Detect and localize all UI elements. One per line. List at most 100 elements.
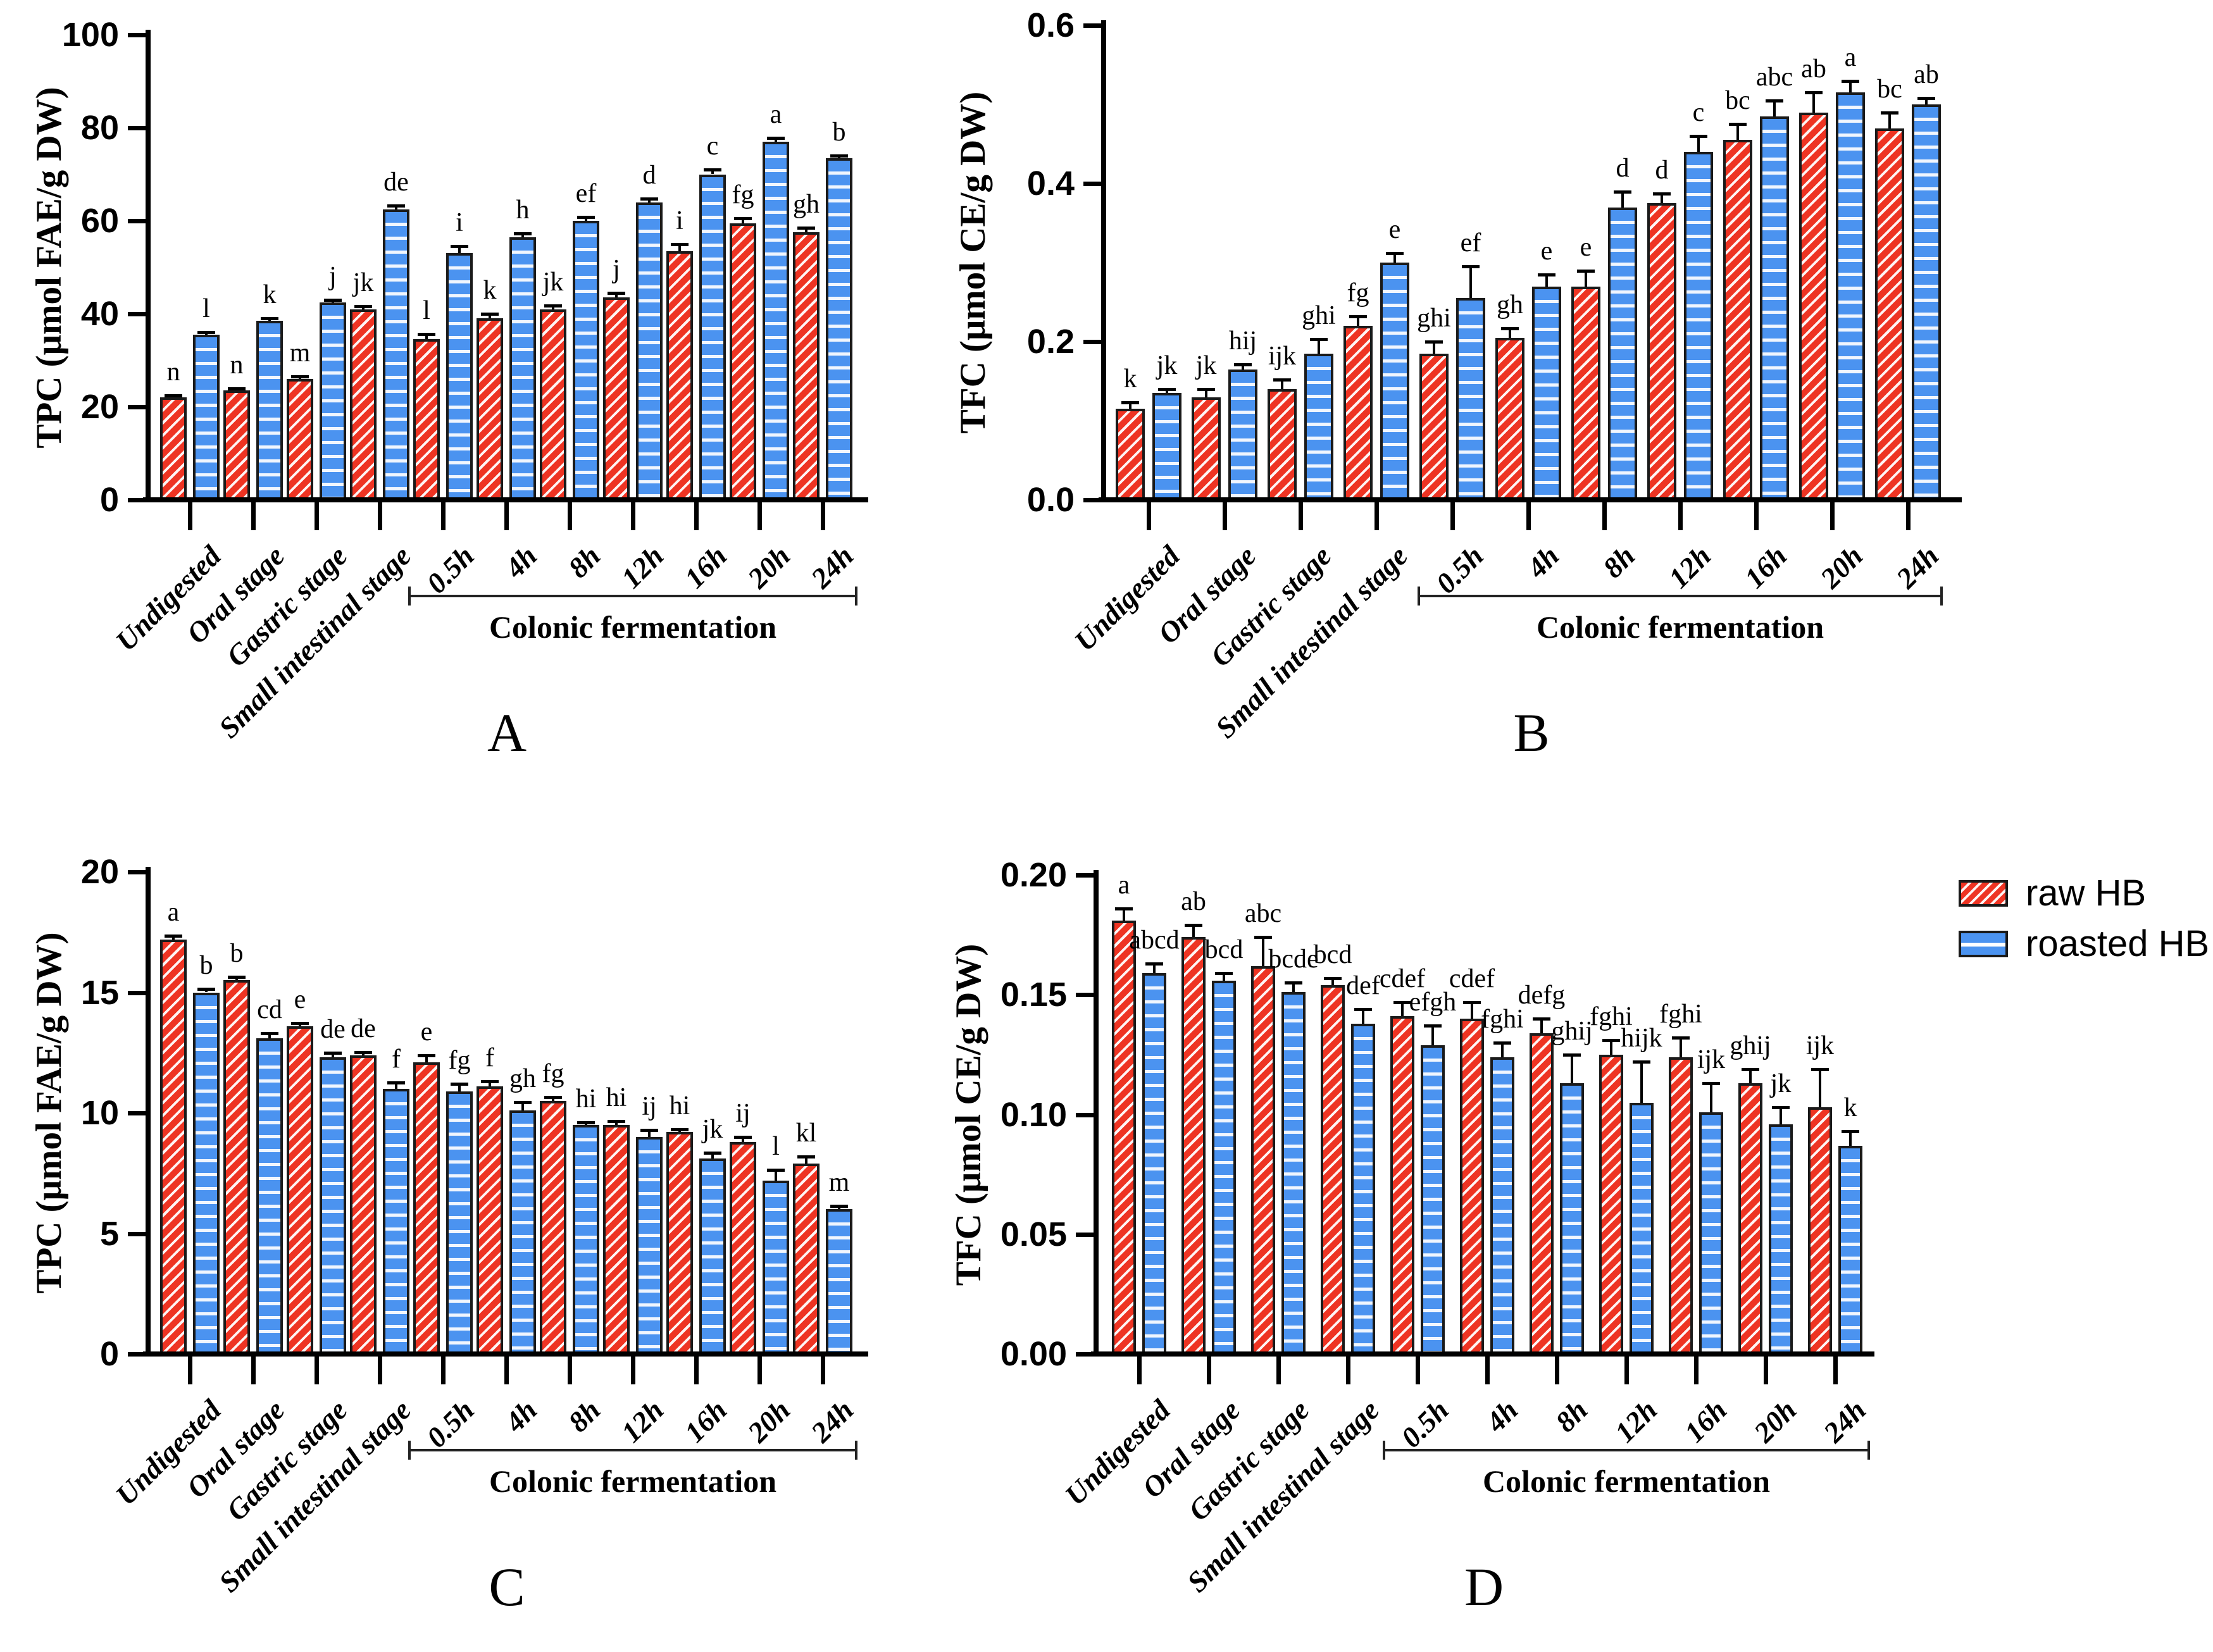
error-bar-cap [1881,111,1898,115]
bar-roasted-gastric-stage [320,1057,346,1354]
error-bar [1545,274,1548,287]
y-tick-mark [1076,873,1094,878]
error-bar-cap [734,1136,752,1140]
error-bar [1469,266,1472,299]
significance-letter: d [1616,153,1630,183]
error-bar [1362,1009,1364,1024]
y-tick-mark [128,1352,146,1357]
error-bar-cap [640,197,658,201]
x-category-label: 16h [1738,539,1793,595]
significance-letter: ij [642,1091,657,1121]
bar-raw-undigested [160,939,187,1354]
error-bar-cap [1842,1129,1859,1133]
x-tick-mark [1346,1357,1350,1384]
bar-roasted-undigested [1152,393,1181,500]
x-tick-mark [188,502,192,530]
error-bar-cap [1285,981,1302,985]
error-bar [425,1055,428,1062]
significance-letter: hi [669,1091,690,1121]
error-bar [711,170,714,175]
error-bar-cap [324,298,342,302]
error-bar-cap [228,975,246,979]
significance-letter: b [199,950,213,980]
x-tick-mark [1906,502,1911,530]
y-tick-mark [1083,23,1101,28]
significance-letter: abc [1244,899,1282,929]
significance-letter: d [1655,156,1669,185]
significance-letter: j [329,261,337,291]
error-bar [1123,908,1125,921]
significance-letter: bc [1877,74,1902,104]
error-bar-cap [1614,190,1631,194]
bar-raw-12h [603,297,630,500]
error-bar-cap [1766,99,1783,102]
x-category-label: 4h [499,539,544,585]
y-tick-label: 20 [80,388,119,426]
x-category-label: 24h [805,539,860,595]
error-bar [1166,389,1168,394]
bar-raw-0.5h [1390,1016,1414,1354]
error-bar-cap [830,1204,848,1208]
legend-item-roasted-hb: roasted HB [1959,925,2209,963]
legend-label-roasted: roasted HB [2026,923,2210,964]
x-tick-mark [1485,1357,1490,1384]
y-tick-label: 0.6 [1026,6,1075,44]
significance-letter: k [1843,1093,1857,1122]
error-bar [1680,1038,1682,1057]
x-tick-mark [631,502,635,530]
bar-roasted-20h [763,1180,789,1354]
significance-letter: cd [257,995,282,1025]
bar-roasted-16h [1699,1112,1723,1354]
error-bar-cap [1672,1036,1690,1040]
significance-letter: de [320,1014,346,1044]
error-bar-cap [1121,401,1139,405]
error-bar [1571,1054,1573,1084]
significance-letter: e [1388,215,1401,244]
bar-raw-24h [1808,1107,1832,1354]
bar-roasted-8h [1560,1083,1584,1354]
error-bar-cap [1425,340,1443,344]
error-bar [1888,112,1891,128]
y-tick-label: 0 [99,1335,119,1373]
x-category-label: 12h [615,1393,670,1449]
bar-raw-small-intestinal-stage [350,309,377,500]
bracket-line [408,595,857,597]
error-bar [805,1156,807,1164]
bar-raw-small-intestinal-stage [1321,985,1345,1354]
x-tick-mark [694,1357,699,1384]
bar-raw-20h [730,223,756,500]
x-tick-mark [568,502,572,530]
significance-letter: jk [542,267,564,297]
error-bar-cap [544,1096,562,1100]
x-tick-mark [1416,1357,1420,1384]
bar-roasted-24h [826,1209,852,1354]
error-bar-cap [197,987,215,991]
significance-letter: ghij [1730,1031,1771,1060]
error-bar [458,1084,461,1091]
bar-raw-12h [1599,1054,1623,1354]
error-bar [489,314,491,319]
bar-raw-undigested [1116,409,1145,500]
y-tick-mark [1083,340,1101,344]
roasted-hb-swatch-icon [1959,931,2008,957]
bar-raw-gastric-stage [287,1026,313,1354]
bar-raw-oral-stage [1192,397,1221,500]
x-category-label: 24h [805,1393,860,1449]
bar-roasted-0.5h [1421,1045,1445,1354]
bracket-line [1418,595,1943,597]
significance-letter: l [772,1131,780,1161]
x-axis-line [143,1351,868,1357]
error-bar [1849,1131,1852,1146]
significance-letter: hi [606,1083,627,1113]
error-bar [489,1081,491,1087]
bar-raw-4h [477,1086,503,1354]
bar-roasted-16h [699,1158,726,1354]
error-bar-cap [1577,269,1595,273]
significance-letter: l [203,294,210,324]
bar-raw-0.5h [413,1062,440,1354]
significance-letter: ijk [1268,342,1297,371]
bar-raw-gastric-stage [1251,966,1275,1354]
significance-letter: f [485,1043,494,1073]
significance-letter: defg [1518,981,1566,1010]
